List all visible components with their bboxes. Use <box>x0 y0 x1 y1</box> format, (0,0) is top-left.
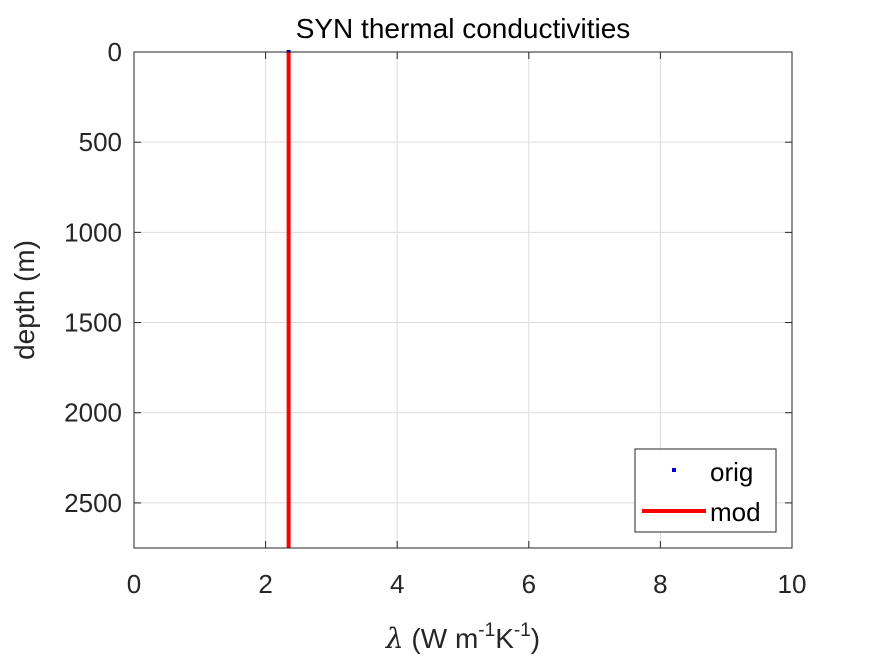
x-tick-label-0: 0 <box>127 569 141 599</box>
y-tick-label-0: 0 <box>108 37 122 67</box>
x-axis-label-symbol: λ <box>385 622 404 655</box>
series-layer <box>286 50 291 548</box>
y-tick-label-2: 1000 <box>64 217 122 247</box>
ticks: 0 2 4 6 8 10 0 500 1000 1500 2000 2500 <box>64 37 806 599</box>
y-tick-label-4: 2000 <box>64 398 122 428</box>
y-tick-label-5: 2500 <box>64 488 122 518</box>
x-axis-label-suffix: ) <box>531 623 540 654</box>
chart-title: SYN thermal conductivities <box>296 13 631 44</box>
x-axis-label-prefix: (W m <box>404 623 479 654</box>
y-axis-label: depth (m) <box>9 240 40 360</box>
x-tick-label-5: 10 <box>778 569 807 599</box>
grid <box>134 52 792 548</box>
y-tick-label-3: 1500 <box>64 308 122 338</box>
x-tick-label-2: 4 <box>390 569 404 599</box>
x-tick-label-1: 2 <box>258 569 272 599</box>
x-axis-label-sup2: -1 <box>514 620 531 641</box>
legend-marker-orig <box>672 468 676 472</box>
x-axis-label-mid: K <box>495 623 514 654</box>
legend-label-mod: mod <box>710 497 761 527</box>
legend-label-orig: orig <box>710 457 753 487</box>
x-tick-label-4: 8 <box>653 569 667 599</box>
legend-box <box>634 448 777 533</box>
x-axis-label-sup1: -1 <box>478 620 495 641</box>
legend: orig mod <box>634 448 777 533</box>
plot-frame <box>133 51 793 549</box>
y-tick-label-1: 500 <box>79 127 122 157</box>
x-tick-label-3: 6 <box>522 569 536 599</box>
x-axis-label: λ (W m-1K-1) <box>385 620 540 655</box>
